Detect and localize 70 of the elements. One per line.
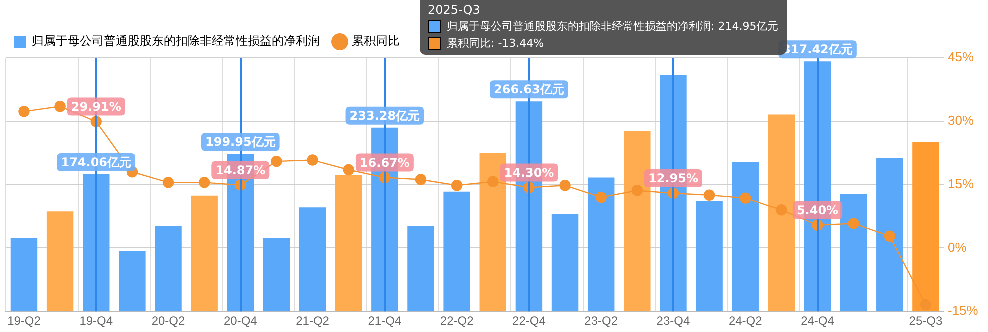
x-tick-label: 20-Q2 (152, 314, 186, 328)
tooltip-panel: 2025-Q3 归属于母公司普通股股东的扣除非经常性损益的净利润: 214.95亿元 累积同比: -13.44% (420, 0, 787, 55)
point (848, 218, 860, 230)
point (451, 180, 463, 192)
point (162, 177, 174, 188)
x-tick-label: 23-Q4 (656, 314, 690, 328)
x-tick-label: 21-Q4 (368, 314, 402, 328)
bar (83, 174, 110, 312)
x-tick-label: 22-Q4 (512, 314, 546, 328)
point (54, 101, 66, 112)
point (343, 164, 354, 176)
data-label: 5.40% (796, 204, 839, 218)
bar (732, 162, 759, 312)
text: 45% (948, 50, 974, 65)
bar (552, 214, 579, 312)
text: -15% (948, 303, 978, 318)
x-tick-label: 20-Q4 (224, 314, 258, 328)
x-tick-label: 19-Q4 (80, 314, 114, 328)
data-label: 266.63亿元 (494, 82, 564, 97)
x-tick-label: 24-Q4 (801, 314, 835, 328)
data-label: 12.95% (648, 172, 698, 186)
point (596, 192, 607, 204)
point (271, 156, 282, 168)
bar (588, 178, 615, 312)
legend-label: 归属于母公司普通股股东的扣除非经常性损益的净利润 (32, 34, 320, 48)
bar (119, 250, 146, 312)
bar (408, 226, 434, 312)
point (632, 185, 644, 196)
text: 0% (948, 240, 967, 255)
point (884, 230, 896, 242)
point (198, 177, 210, 188)
data-label: 29.91% (71, 100, 122, 114)
bar (444, 192, 470, 312)
x-tick-label: 21-Q2 (296, 314, 330, 328)
bar (480, 153, 506, 312)
bar (155, 226, 182, 312)
data-label: 233.28亿元 (350, 109, 420, 123)
point (18, 106, 30, 118)
legend-label: 累积同比 (352, 34, 400, 48)
point (704, 190, 716, 201)
point (415, 174, 427, 186)
point (560, 180, 571, 192)
text: 15% (948, 176, 974, 192)
bar (335, 175, 362, 312)
data-label: 16.67% (360, 156, 410, 170)
x-tick-label: 24-Q2 (728, 314, 763, 328)
bar (299, 208, 326, 312)
data-label: 14.87% (216, 163, 266, 178)
point (920, 299, 932, 311)
data-label: 199.95亿元 (205, 135, 276, 150)
x-tick-label: 25-Q3 (909, 314, 943, 328)
bar (840, 194, 868, 312)
bar (191, 196, 218, 312)
bar (624, 131, 651, 312)
bar (10, 238, 38, 312)
bar (696, 201, 723, 312)
point (740, 192, 752, 204)
point (776, 204, 788, 216)
point (488, 176, 499, 188)
x-tick-label: 22-Q2 (440, 314, 474, 328)
x-tick-label: 19-Q2 (8, 314, 42, 328)
x-tick-label: 23-Q2 (584, 314, 618, 328)
data-label: 174.06亿元 (61, 156, 132, 170)
text: 30% (948, 112, 974, 128)
bar (263, 238, 290, 312)
bar (876, 158, 904, 312)
data-label: 14.30% (504, 166, 554, 180)
bar (46, 212, 74, 312)
point (307, 154, 318, 166)
bar (768, 114, 796, 312)
